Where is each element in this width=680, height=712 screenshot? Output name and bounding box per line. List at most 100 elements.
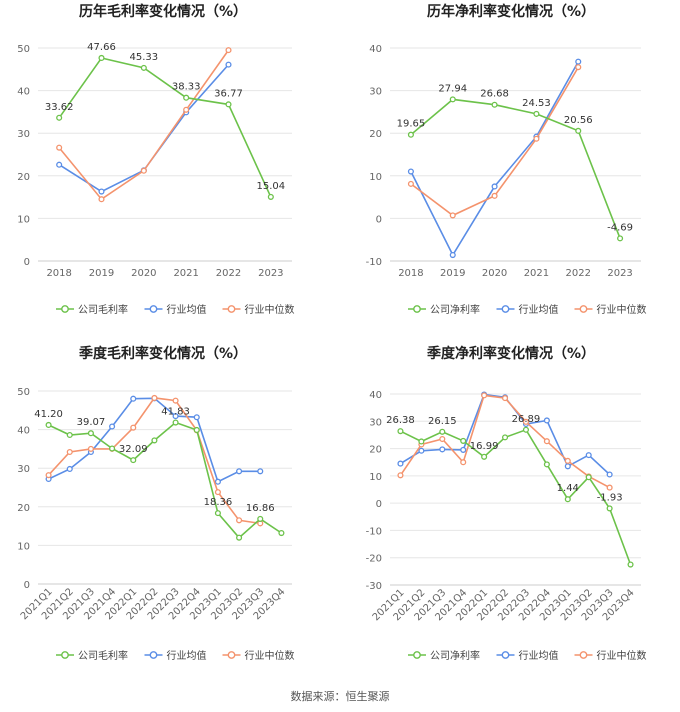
data-point (66, 465, 73, 473)
x-tick-label: 2020 (131, 268, 156, 279)
data-point (140, 167, 147, 174)
y-tick-label: 20 (369, 129, 382, 140)
data-point (397, 428, 404, 435)
legend-label: 公司净利率 (430, 649, 480, 662)
x-tick-label: 2021 (524, 268, 549, 279)
data-point (109, 445, 116, 452)
data-point (236, 468, 243, 475)
y-tick-label: 20 (369, 445, 382, 456)
data-point (56, 144, 63, 151)
x-tick-label: 2022 (216, 268, 241, 279)
y-tick-label: 50 (17, 387, 30, 398)
legend-label: 行业中位数 (245, 649, 295, 662)
legend-label: 公司净利率 (430, 303, 480, 316)
data-point (193, 414, 200, 421)
y-tick-label: 30 (369, 417, 382, 428)
data-point (522, 418, 530, 425)
legend-item: 行业均值 (144, 303, 207, 316)
x-tick-label: 2023 (258, 268, 283, 279)
data-label: -4.69 (607, 222, 633, 233)
legend-marker (227, 305, 236, 313)
legend-item: 公司毛利率 (56, 303, 128, 316)
data-label: 38.33 (172, 82, 201, 93)
y-tick-label: 10 (369, 172, 382, 183)
data-point (214, 489, 221, 496)
data-point (183, 94, 190, 101)
x-tick-label: 2019 (440, 268, 465, 279)
legend-item: 公司净利率 (408, 303, 480, 316)
data-point (236, 517, 243, 524)
y-tick-label: -20 (366, 554, 382, 565)
data-point (193, 426, 200, 434)
data-point (460, 437, 467, 444)
data-point (449, 96, 456, 103)
legend-marker (501, 651, 510, 659)
data-point (397, 460, 404, 467)
y-tick-label: 20 (17, 503, 30, 514)
legend-label: 行业均值 (167, 303, 207, 316)
data-point (617, 235, 624, 242)
y-tick-label: 40 (369, 44, 382, 55)
legend-label: 行业中位数 (597, 649, 647, 662)
data-point (449, 251, 456, 259)
data-point (172, 419, 179, 426)
chart-panel-2: 历年净利率变化情况（%） -10 0 10 20 30 40 2018 2019 2020 2021… (366, 3, 647, 316)
data-label: 18.36 (204, 497, 233, 508)
data-point (225, 101, 232, 108)
data-point (439, 428, 446, 435)
data-point (575, 64, 582, 71)
legend-item: 公司毛利率 (56, 649, 128, 662)
x-tick-label: 2019 (89, 268, 114, 279)
data-point (66, 448, 73, 456)
data-point (449, 212, 456, 219)
y-tick-label: -30 (366, 581, 382, 592)
data-point (575, 127, 582, 134)
data-point (98, 196, 105, 203)
data-label: 45.33 (130, 52, 159, 63)
data-point (183, 106, 190, 113)
data-label: 36.77 (214, 88, 243, 99)
data-point (130, 395, 137, 402)
data-source-note: 数据来源：恒生聚源 (290, 690, 390, 703)
data-point (501, 434, 509, 441)
data-point (439, 446, 446, 453)
legend-item: 行业中位数 (574, 303, 647, 316)
data-point (627, 561, 634, 568)
data-point (460, 459, 467, 466)
data-point (130, 457, 137, 464)
data-label: 39.07 (77, 417, 106, 428)
legend-marker (413, 651, 421, 659)
data-label: 15.04 (257, 181, 286, 192)
data-point (564, 457, 571, 464)
data-point (418, 447, 425, 454)
legend-marker (61, 651, 69, 659)
data-point (257, 515, 264, 522)
legend-label: 行业均值 (167, 649, 207, 662)
y-tick-label: 20 (17, 172, 30, 183)
data-point (397, 472, 404, 479)
x-tick-label: 2022 (566, 268, 591, 279)
data-label: 1.44 (557, 483, 579, 494)
data-label: 26.68 (480, 89, 509, 100)
legend-label: 公司毛利率 (78, 303, 128, 316)
data-label: 19.65 (397, 119, 426, 130)
y-tick-label: 0 (24, 257, 30, 268)
data-point (87, 430, 94, 437)
data-point (151, 394, 158, 401)
data-point (522, 426, 530, 433)
y-tick-label: 30 (17, 129, 30, 140)
chart-title: 季度净利率变化情况（%） (426, 345, 595, 362)
data-point (257, 468, 264, 475)
x-tick-label: 2020 (482, 268, 507, 279)
data-point (491, 183, 498, 190)
legend-item: 行业中位数 (574, 649, 647, 662)
y-tick-label: 40 (369, 390, 382, 401)
y-tick-label: -10 (366, 526, 382, 537)
data-label: 41.20 (34, 409, 63, 420)
y-tick-label: 0 (376, 499, 382, 510)
y-tick-label: 0 (376, 214, 382, 225)
data-point (543, 438, 550, 445)
data-point (533, 110, 540, 117)
data-point (564, 496, 571, 503)
data-point (236, 534, 243, 541)
